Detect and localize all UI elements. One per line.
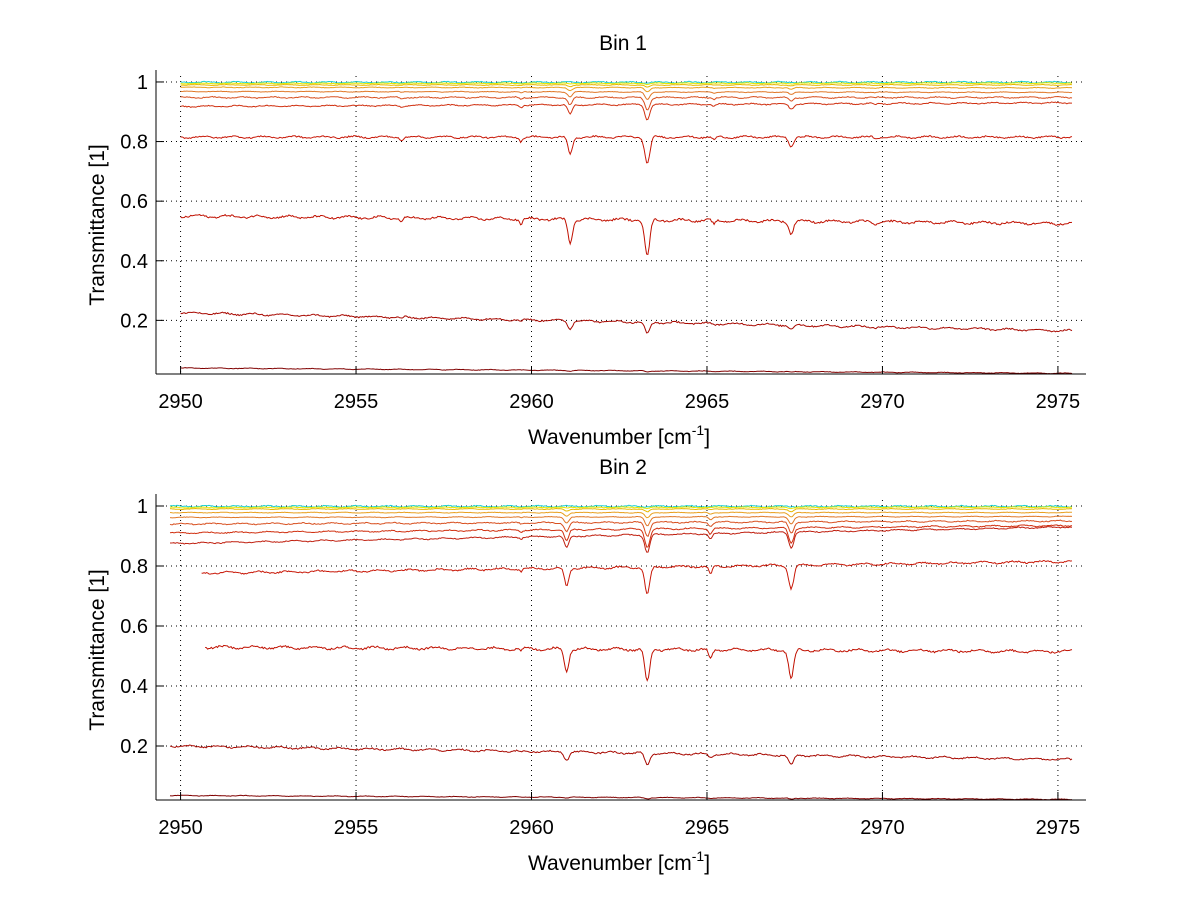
series-line <box>180 134 1073 164</box>
series-line <box>204 644 1073 682</box>
x-tick-label: 2955 <box>334 391 379 413</box>
y-axis-label: Transmittance [1] <box>86 144 109 305</box>
x-tick-label: 2965 <box>685 817 730 839</box>
series-line <box>180 101 1072 121</box>
series-line <box>169 506 1073 510</box>
chart-panel-2: Bin 2 2950 2955 2960 2965 2970 2975 0.2 0.4 0.6 0.… <box>86 456 1086 875</box>
chart-panel-1: Bin 1 2950 2955 2960 2965 2970 2975 0.2 0.4 0.6 0.… <box>86 32 1086 449</box>
series-line <box>169 519 1073 538</box>
series-line <box>180 90 1073 100</box>
x-axis-label: Wavenumber [cm-1] <box>528 848 710 875</box>
series-line <box>180 83 1073 88</box>
series-group <box>169 504 1073 800</box>
series-line <box>169 794 1073 800</box>
series-line <box>201 559 1073 594</box>
y-tick-label: 0.6 <box>120 616 148 638</box>
series-group <box>180 80 1073 374</box>
series-line <box>169 744 1073 766</box>
y-tick-label: 1 <box>137 496 148 518</box>
chart-title: Bin 1 <box>599 32 647 55</box>
y-axis-label: Transmittance [1] <box>86 569 109 730</box>
series-line <box>180 311 1073 334</box>
y-tick-label: 1 <box>137 72 148 94</box>
y-tick-label: 0.8 <box>120 556 148 578</box>
x-tick-label: 2970 <box>860 391 905 413</box>
series-line <box>169 524 1073 548</box>
x-tick-label: 2965 <box>685 391 730 413</box>
series-line <box>169 511 1073 519</box>
y-tick-label: 0.2 <box>120 736 148 758</box>
x-tick-label: 2975 <box>1036 391 1081 413</box>
x-tick-label: 2960 <box>509 391 554 413</box>
x-tick-label: 2970 <box>860 817 905 839</box>
x-tick-label: 2960 <box>509 817 554 839</box>
x-tick-label: 2955 <box>334 817 379 839</box>
y-tick-label: 0.6 <box>120 191 148 213</box>
series-line <box>169 507 1073 513</box>
series-line <box>180 95 1073 111</box>
series-line <box>180 82 1073 86</box>
series-line <box>170 526 1073 553</box>
y-tick-label: 0.4 <box>120 251 148 273</box>
y-tick-label: 0.4 <box>120 676 148 698</box>
series-line <box>169 515 1073 527</box>
series-line <box>180 367 1073 374</box>
series-line <box>180 213 1073 256</box>
x-tick-label: 2950 <box>158 391 203 413</box>
series-line <box>169 504 1073 508</box>
series-line <box>180 86 1073 93</box>
x-tick-label: 2975 <box>1036 817 1081 839</box>
x-tick-label: 2950 <box>158 817 203 839</box>
x-axis-label: Wavenumber [cm-1] <box>528 422 710 449</box>
y-tick-label: 0.2 <box>120 310 148 332</box>
y-tick-label: 0.8 <box>120 132 148 154</box>
chart-title: Bin 2 <box>599 456 647 479</box>
